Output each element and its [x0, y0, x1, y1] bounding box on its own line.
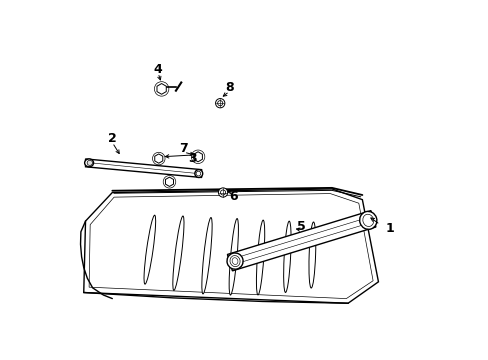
Text: 2: 2	[108, 132, 117, 145]
Circle shape	[215, 99, 224, 108]
Ellipse shape	[229, 219, 238, 295]
Text: 1: 1	[385, 222, 393, 235]
Polygon shape	[193, 152, 202, 162]
Text: 7: 7	[179, 142, 188, 155]
Ellipse shape	[84, 159, 93, 167]
Ellipse shape	[359, 211, 376, 229]
Text: 4: 4	[153, 63, 162, 76]
Ellipse shape	[172, 216, 183, 291]
Polygon shape	[165, 177, 173, 186]
Ellipse shape	[87, 160, 92, 165]
Ellipse shape	[308, 222, 315, 288]
Circle shape	[218, 188, 227, 197]
Text: 6: 6	[229, 190, 238, 203]
Polygon shape	[85, 159, 201, 177]
Polygon shape	[157, 84, 166, 94]
Text: 5: 5	[297, 220, 305, 233]
Polygon shape	[227, 211, 375, 271]
Polygon shape	[154, 154, 163, 163]
Text: 8: 8	[224, 81, 233, 94]
Ellipse shape	[226, 253, 243, 269]
Ellipse shape	[256, 220, 264, 295]
Text: 3: 3	[188, 152, 197, 165]
Polygon shape	[83, 189, 378, 303]
Ellipse shape	[144, 215, 155, 284]
Ellipse shape	[194, 170, 203, 177]
Ellipse shape	[283, 221, 290, 292]
Ellipse shape	[202, 217, 212, 294]
